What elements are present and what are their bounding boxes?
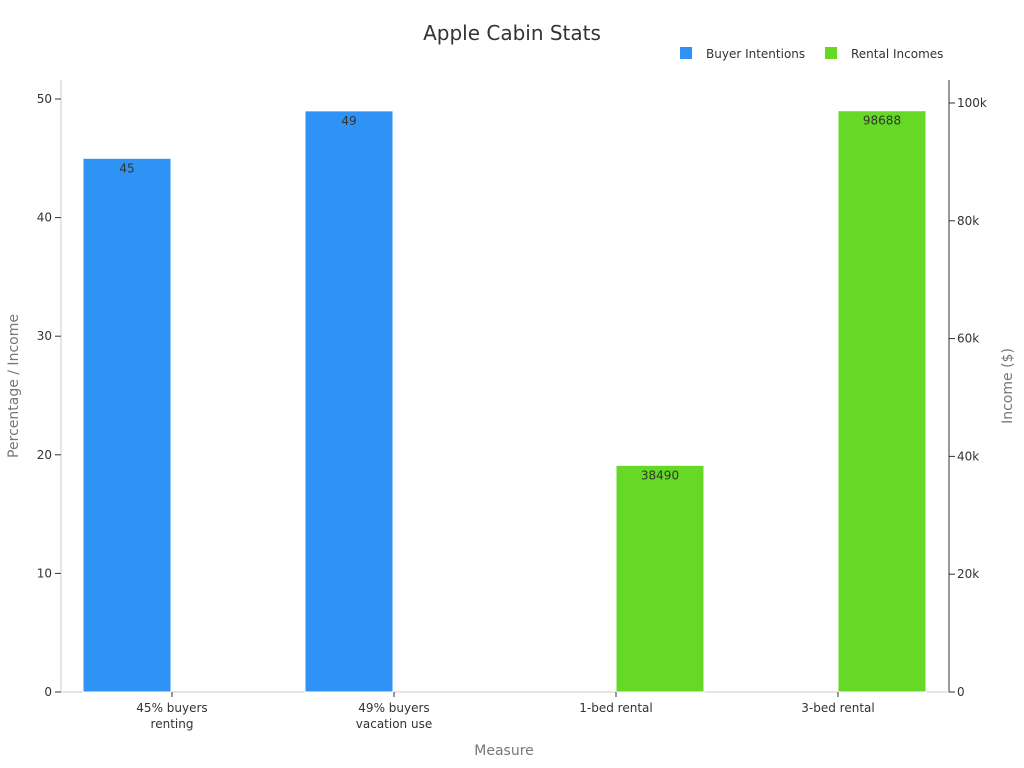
bar-rental-incomes-3 [837,110,927,693]
x-ticks: 45% buyers renting 49% buyers vacation use 1… [136,692,875,731]
y-ticks-right: 0 20k 40k 60k 80k 100k [949,96,987,699]
y-left-tick-label-2: 20 [37,448,52,462]
bar-label-2: 38490 [641,468,679,482]
y-right-tick-label-0: 0 [957,685,965,699]
bar-buyer-intentions-0 [82,157,172,693]
y-right-tick-label-3: 60k [957,332,979,346]
x-tick-label-3: 3-bed rental [801,701,874,715]
legend-swatch-buyer-intentions [680,47,692,59]
y-left-tick-label-3: 30 [37,329,52,343]
x-tick-label-0: 45% buyers renting [136,701,207,731]
bar-label-1: 49 [341,114,356,128]
x-axis-title: Measure [474,743,534,759]
bar-rental-incomes-2 [615,464,705,693]
y-left-tick-label-5: 50 [37,92,52,106]
legend-swatch-rental-incomes [825,47,837,59]
bar-label-3: 98688 [863,114,901,128]
bar-buyer-intentions-1 [304,110,394,693]
y-ticks-left: 0 10 20 30 40 50 [37,92,61,699]
y-left-tick-label-1: 10 [37,566,52,580]
x-tick-label-1: 49% buyers vacation use [356,701,432,731]
y-left-tick-label-4: 40 [37,211,52,225]
bar-label-0: 45 [119,161,134,175]
legend: Buyer Intentions Rental Incomes [680,47,943,61]
y-left-tick-label-0: 0 [44,685,52,699]
y-axis-left-title: Percentage / Income [6,314,22,458]
bars [82,110,927,693]
y-axis-right-title: Income ($) [1000,348,1016,424]
y-right-tick-label-4: 80k [957,214,979,228]
y-right-tick-label-2: 40k [957,449,979,463]
chart-title: Apple Cabin Stats [423,21,601,45]
y-right-tick-label-5: 100k [957,96,987,110]
legend-label-buyer-intentions: Buyer Intentions [706,47,805,61]
x-tick-label-2: 1-bed rental [579,701,652,715]
bar-labels: 45 49 38490 98688 [119,114,901,483]
y-right-tick-label-1: 20k [957,567,979,581]
legend-label-rental-incomes: Rental Incomes [851,47,943,61]
